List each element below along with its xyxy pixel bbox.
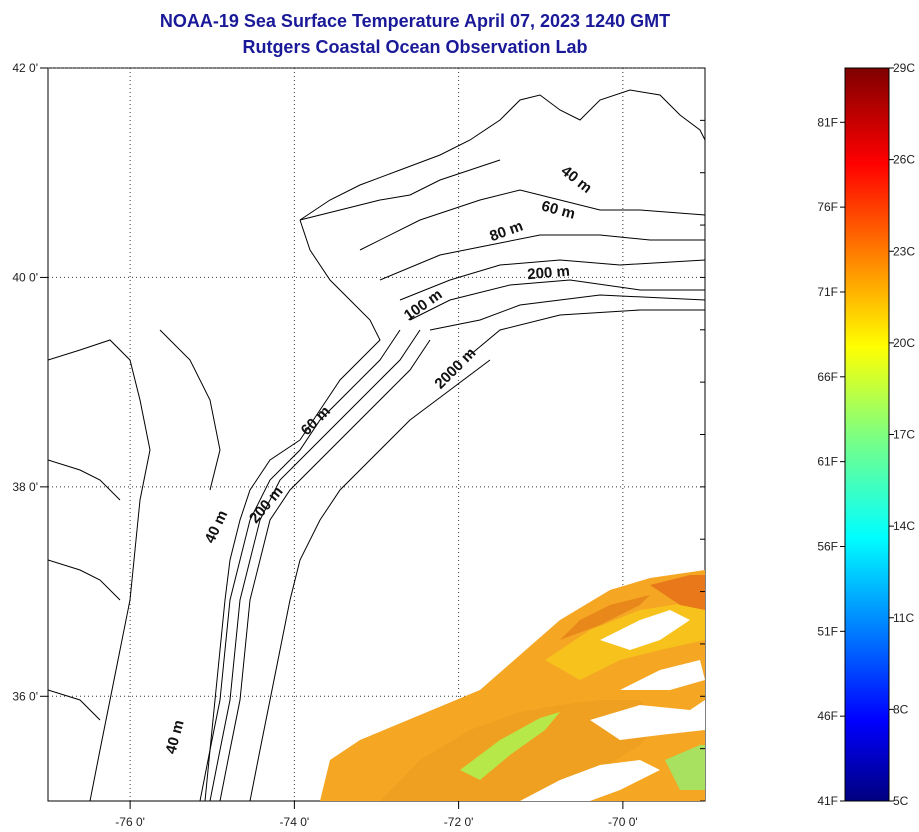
- colorbar-celsius-label: 26C: [893, 153, 915, 167]
- colorbar-celsius-label: 29C: [893, 61, 915, 75]
- colorbar: 29C 26C 23C 20C 17C 14C 11C 8C 5C 81F 76F 71F 66F 61F…: [817, 61, 915, 808]
- colorbar-celsius-label: 20C: [893, 336, 915, 350]
- colorbar-fahrenheit-label: 76F: [817, 200, 838, 214]
- colorbar-celsius-label: 17C: [893, 428, 915, 442]
- colorbar-gradient: [844, 67, 890, 802]
- colorbar-celsius-label: 5C: [893, 794, 909, 808]
- graticule: [48, 67, 705, 801]
- colorbar-fahrenheit-label: 61F: [817, 455, 838, 469]
- lat-tick-label: 40 0': [12, 270, 38, 284]
- colorbar-celsius-label: 8C: [893, 702, 909, 716]
- coastline: [48, 89, 705, 801]
- colorbar-celsius-label: 11C: [893, 611, 914, 625]
- lon-tick-label: -70 0': [608, 815, 638, 829]
- colorbar-celsius-label: 23C: [893, 244, 915, 258]
- map-subtitle: Rutgers Coastal Ocean Observation Lab: [242, 37, 588, 57]
- colorbar-fahrenheit-label: 71F: [817, 285, 838, 299]
- colorbar-celsius-label: 14C: [893, 519, 915, 533]
- colorbar-fahrenheit-label: 66F: [817, 370, 838, 384]
- lon-tick-label: -72 0': [444, 815, 474, 829]
- bathymetry-contours: [199, 189, 705, 801]
- lon-tick-label: -74 0': [280, 815, 310, 829]
- lon-tick-label: -76 0': [115, 815, 145, 829]
- colorbar-fahrenheit-label: 81F: [817, 115, 838, 129]
- lat-tick-label: 38 0': [12, 480, 38, 494]
- colorbar-fahrenheit-label: 51F: [817, 624, 838, 638]
- axis-ticks: -76 0' -74 0' -72 0' -70 0' 42 0' 40 0' 38 0' 3…: [12, 61, 705, 829]
- colorbar-fahrenheit-label: 46F: [817, 709, 838, 723]
- contour-label: 200 m: [527, 263, 571, 284]
- lat-tick-label: 42 0': [12, 61, 38, 75]
- colorbar-fahrenheit-label: 56F: [817, 539, 838, 553]
- sst-data-swath: [320, 570, 705, 801]
- lat-tick-label: 36 0': [12, 689, 38, 703]
- map-title: NOAA-19 Sea Surface Temperature April 07…: [159, 11, 671, 31]
- colorbar-fahrenheit-label: 41F: [817, 794, 838, 808]
